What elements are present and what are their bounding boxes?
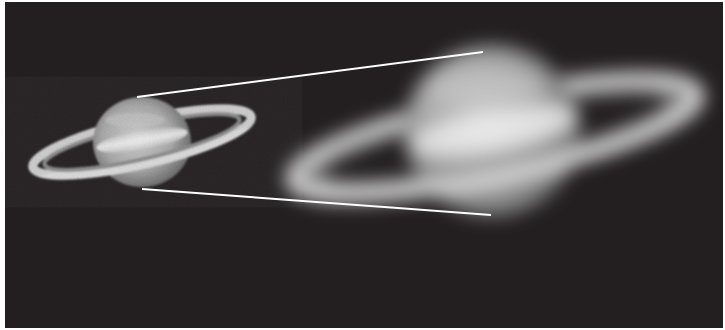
small-saturn bbox=[28, 97, 256, 187]
saturn-comparison-illustration bbox=[28, 45, 705, 217]
large-blurred-saturn bbox=[285, 45, 705, 217]
upper-connector-line bbox=[136, 51, 484, 98]
image-panel bbox=[5, 2, 723, 328]
lower-connector-line bbox=[141, 188, 492, 216]
